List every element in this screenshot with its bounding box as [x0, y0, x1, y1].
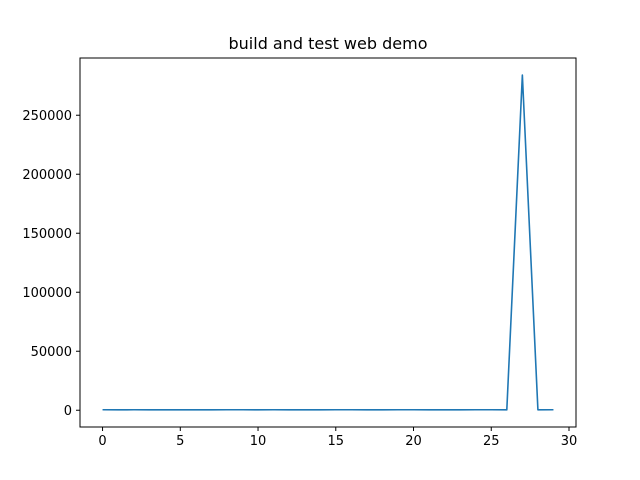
- y-tick-label: 0: [64, 404, 72, 419]
- x-tick-label: 10: [250, 434, 267, 449]
- x-tick-label: 5: [176, 434, 184, 449]
- x-tick-label: 25: [483, 434, 500, 449]
- x-axis-ticks: 0 5 10 15 20 25 30: [98, 427, 577, 449]
- y-tick-label: 250000: [22, 109, 72, 124]
- x-tick-label: 30: [561, 434, 578, 449]
- x-tick-label: 0: [98, 434, 106, 449]
- plot-frame: [79, 57, 577, 428]
- series-line: [102, 74, 554, 411]
- y-tick-label: 200000: [22, 168, 72, 183]
- plot-area: [80, 58, 576, 427]
- y-tick-label: 50000: [31, 345, 72, 360]
- series-group: [102, 74, 554, 411]
- y-axis-ticks: 0 50000 100000 150000 200000 250000: [22, 109, 80, 419]
- chart-title: build and test web demo: [229, 34, 428, 53]
- x-tick-label: 15: [328, 434, 345, 449]
- y-tick-label: 100000: [22, 286, 72, 301]
- y-tick-label: 150000: [22, 227, 72, 242]
- x-tick-label: 20: [405, 434, 422, 449]
